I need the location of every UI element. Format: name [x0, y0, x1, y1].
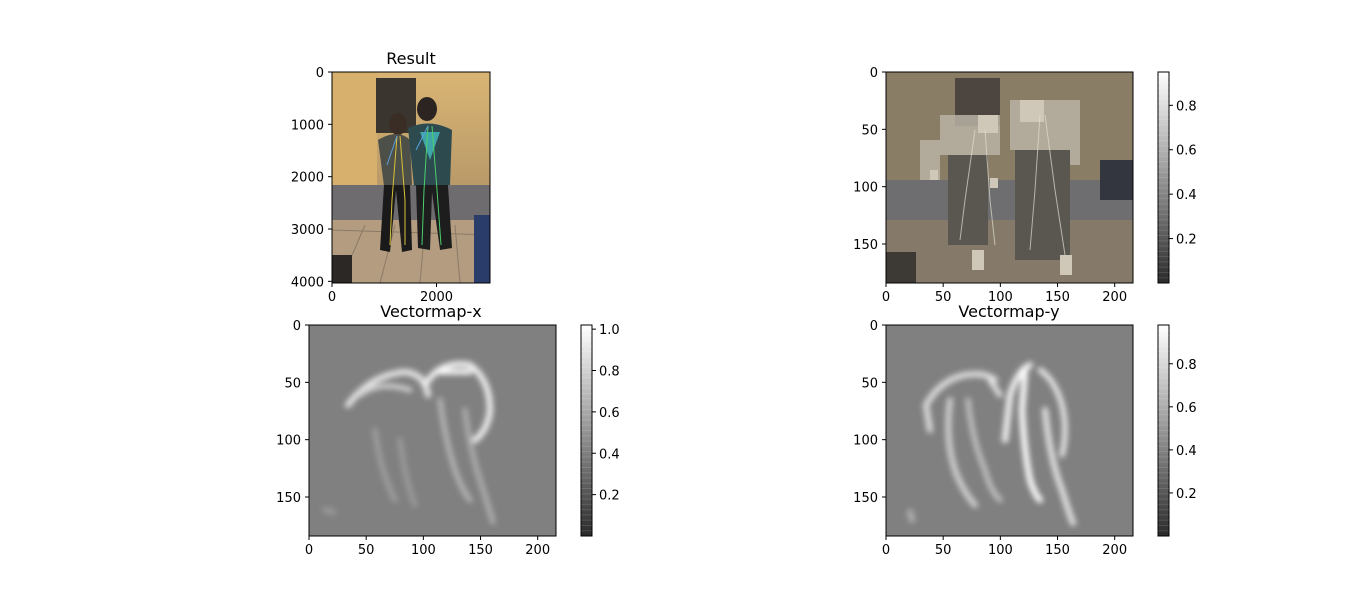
colorbar-tick-label: 0.6	[599, 406, 620, 421]
colorbar-tick-label: 0.4	[1176, 444, 1197, 459]
y-tick-label: 50	[284, 376, 301, 391]
vectormap-y-image	[886, 325, 1133, 536]
vectormap-x-axes-ticks: 0 50 100 150 200 0 50 100 150	[276, 319, 550, 558]
vectormap-y-colorbar: 0.2 0.4 0.6 0.8	[1157, 324, 1197, 537]
y-tick-label: 2000	[291, 171, 324, 186]
panel-title: Vectormap-x	[380, 302, 482, 321]
vectormap-y-panel: Vectormap-y 0 50 100 150 200 0 50 100 150 0.2 0.4…	[853, 302, 1197, 558]
x-tick-label: 0	[305, 543, 313, 558]
y-tick-label: 0	[293, 319, 301, 334]
x-tick-label: 100	[988, 543, 1013, 558]
colorbar-gradient	[580, 324, 593, 537]
overlay-axes-ticks: 0 50 100 150 200 0 50 100 150	[853, 66, 1127, 305]
vectormap-y-axes-ticks: 0 50 100 150 200 0 50 100 150	[853, 319, 1127, 558]
x-tick-label: 100	[411, 543, 436, 558]
x-tick-label: 0	[882, 543, 890, 558]
colorbar-tick-label: 1.0	[599, 323, 620, 338]
x-tick-label: 150	[1045, 543, 1070, 558]
y-tick-label: 0	[870, 66, 878, 81]
y-tick-label: 50	[861, 123, 878, 138]
colorbar-tick-label: 0.4	[599, 447, 620, 462]
colorbar-gradient	[1157, 324, 1170, 537]
y-tick-label: 3000	[291, 223, 324, 238]
vectormap-x-panel: Vectormap-x 0 50 100 150 200 0 50 100 150 0.2 0.4…	[276, 302, 620, 558]
y-tick-label: 0	[316, 66, 324, 81]
colorbar-tick-label: 0.6	[1176, 144, 1197, 159]
y-tick-label: 100	[853, 181, 878, 196]
x-tick-label: 150	[1045, 290, 1070, 305]
result-axes-ticks: 0 2000 0 1000 2000 3000 4000	[291, 66, 453, 305]
overlay-image	[886, 72, 1133, 283]
y-tick-label: 150	[853, 238, 878, 253]
overlay-panel: 0 50 100 150 200 0 50 100 150 0.2 0.4 0.6 0.8	[853, 66, 1197, 305]
x-tick-label: 0	[328, 290, 336, 305]
colorbar-tick-label: 0.4	[1176, 188, 1197, 203]
y-tick-label: 100	[853, 434, 878, 449]
vectormap-x-colorbar: 0.2 0.4 0.6 0.8 1.0	[580, 323, 620, 537]
x-tick-label: 200	[1102, 543, 1127, 558]
y-tick-label: 150	[853, 491, 878, 506]
result-photo	[331, 72, 491, 284]
y-tick-label: 50	[861, 376, 878, 391]
panel-title: Result	[386, 49, 435, 68]
x-tick-label: 50	[358, 543, 375, 558]
colorbar-tick-label: 0.2	[1176, 233, 1197, 248]
y-tick-label: 100	[276, 434, 301, 449]
x-tick-label: 100	[988, 290, 1013, 305]
x-tick-label: 200	[1102, 290, 1127, 305]
colorbar-tick-label: 0.8	[1176, 358, 1197, 373]
x-tick-label: 50	[935, 290, 952, 305]
y-tick-label: 150	[276, 491, 301, 506]
overlay-colorbar: 0.2 0.4 0.6 0.8	[1157, 71, 1197, 284]
colorbar-tick-label: 0.2	[599, 489, 620, 504]
x-tick-label: 150	[468, 543, 493, 558]
x-tick-label: 0	[882, 290, 890, 305]
colorbar-gradient	[1157, 71, 1170, 284]
y-tick-label: 0	[870, 319, 878, 334]
panel-title: Vectormap-y	[958, 302, 1059, 321]
colorbar-tick-label: 0.8	[599, 365, 620, 380]
y-tick-label: 4000	[291, 275, 324, 290]
vectormap-x-image	[309, 325, 556, 536]
x-tick-label: 50	[935, 543, 952, 558]
x-tick-label: 200	[525, 543, 550, 558]
colorbar-tick-label: 0.2	[1176, 487, 1197, 502]
y-tick-label: 1000	[291, 118, 324, 133]
result-panel: Result 0 2000 0 1000 2000 3000 4000	[291, 49, 491, 305]
colorbar-tick-label: 0.8	[1176, 99, 1197, 114]
colorbar-tick-label: 0.6	[1176, 401, 1197, 416]
x-tick-label: 2000	[420, 290, 453, 305]
